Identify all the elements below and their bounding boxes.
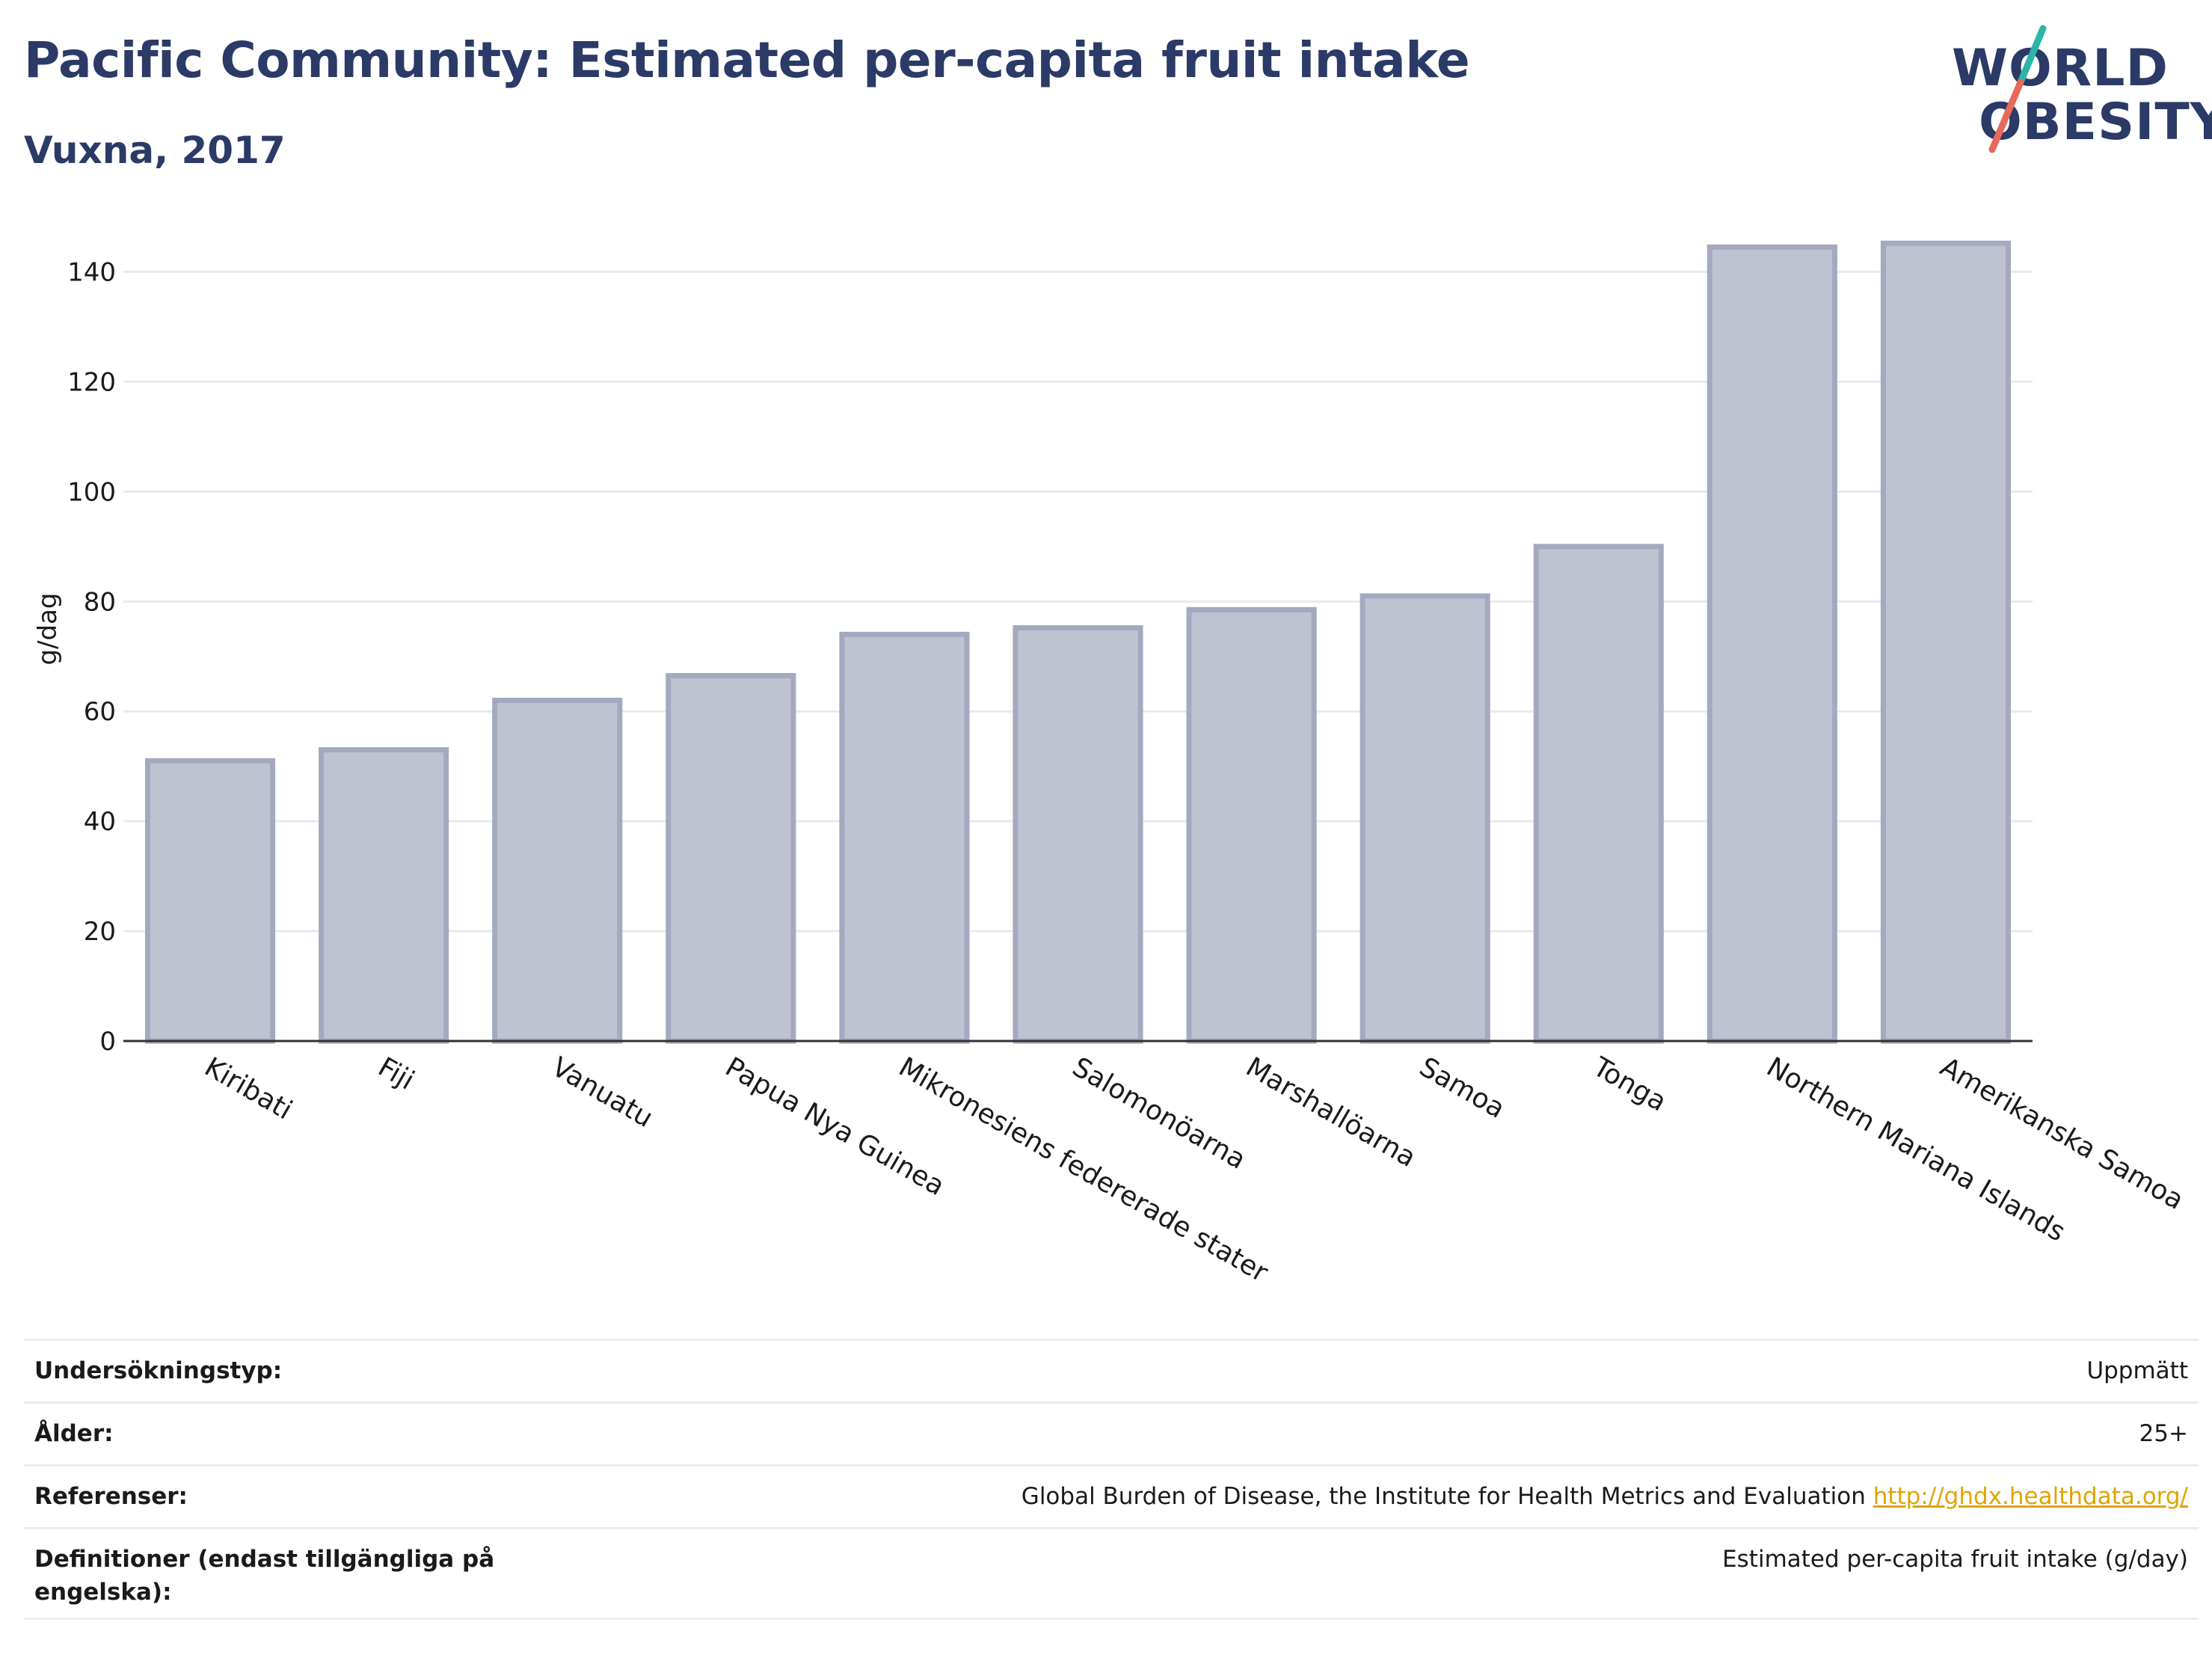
x-tick-label: Marshallöarna xyxy=(1241,1051,1421,1173)
metadata-table: Undersökningstyp: Uppmätt Ålder: 25+ Ref… xyxy=(24,1339,2199,1620)
y-tick-label: 80 xyxy=(84,587,116,617)
meta-value: Global Burden of Disease, the Institute … xyxy=(1021,1480,2199,1513)
meta-label: Undersökningstyp: xyxy=(34,1357,283,1384)
meta-value: Estimated per-capita fruit intake (g/day… xyxy=(1722,1546,2188,1573)
bar[interactable] xyxy=(1880,240,2012,1044)
logo-line-2: OBESITY xyxy=(1979,93,2212,152)
meta-row-references: Referenser: Global Burden of Disease, th… xyxy=(24,1464,2199,1527)
y-tick-label: 140 xyxy=(67,257,116,287)
reference-text: Global Burden of Disease, the Institute … xyxy=(1021,1483,1866,1510)
reference-link[interactable]: http://ghdx.healthdata.org/ xyxy=(1872,1483,2188,1510)
x-tick-label: Vanuatu xyxy=(547,1051,658,1134)
x-tick-label: Kiribati xyxy=(200,1051,298,1126)
x-tick-label: Samoa xyxy=(1414,1051,1510,1125)
y-tick-label: 0 xyxy=(99,1027,116,1057)
meta-label: Definitioner (endast tillgängliga på eng… xyxy=(34,1546,495,1606)
meta-label: Ålder: xyxy=(34,1420,114,1447)
bar[interactable] xyxy=(1186,607,1317,1044)
meta-label: Referenser: xyxy=(34,1483,188,1510)
meta-value: 25+ xyxy=(2139,1420,2188,1447)
bar[interactable] xyxy=(839,631,970,1044)
x-tick-label: Tonga xyxy=(1587,1051,1671,1118)
bar[interactable] xyxy=(1533,544,1664,1044)
meta-value: Uppmätt xyxy=(2086,1357,2188,1384)
y-tick-label: 100 xyxy=(67,477,116,507)
bar[interactable] xyxy=(1013,625,1143,1044)
bar[interactable] xyxy=(492,698,623,1044)
y-tick-label: 40 xyxy=(84,807,116,837)
world-obesity-logo: WORLD OBESITY xyxy=(1944,22,2212,165)
logo-line-1: WORLD xyxy=(1952,39,2169,98)
meta-row-age: Ålder: 25+ xyxy=(24,1401,2199,1464)
y-tick-label: 20 xyxy=(84,917,116,947)
bar[interactable] xyxy=(666,672,796,1044)
meta-row-survey-type: Undersökningstyp: Uppmätt xyxy=(24,1339,2199,1401)
bar[interactable] xyxy=(319,747,449,1044)
y-tick-label: 120 xyxy=(67,367,116,397)
logo-slash-icon xyxy=(1988,25,2047,153)
bar[interactable] xyxy=(144,758,276,1044)
x-tick-label: Northern Mariana Islands xyxy=(1761,1051,2070,1247)
y-tick-labels: 0 20 40 60 80 100 120 140 xyxy=(67,257,116,1057)
chart-title: Pacific Community: Estimated per-capita … xyxy=(24,31,1470,89)
chart-subtitle: Vuxna, 2017 xyxy=(24,129,286,172)
x-tick-label: Salomonöarna xyxy=(1067,1051,1251,1175)
bar[interactable] xyxy=(1360,593,1490,1044)
meta-row-definitions: Definitioner (endast tillgängliga på eng… xyxy=(24,1527,2199,1620)
bars xyxy=(144,240,2012,1044)
x-tick-label: Fiji xyxy=(373,1051,420,1096)
y-tick-label: 60 xyxy=(84,697,116,727)
y-axis-label: g/dag xyxy=(33,592,63,665)
bar[interactable] xyxy=(1706,244,1837,1044)
x-tick-labels: Kiribati Fiji Vanuatu Papua Nya GuineaMikro… xyxy=(200,1051,2189,1289)
